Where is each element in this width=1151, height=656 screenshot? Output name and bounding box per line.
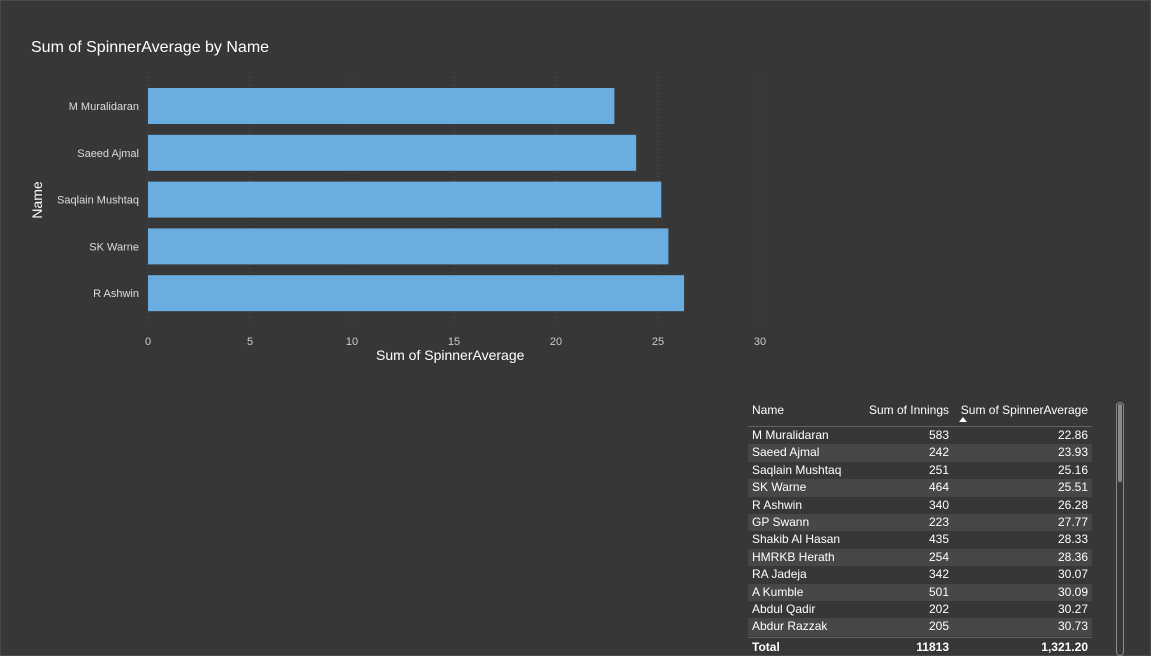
y-tick-label: R Ashwin bbox=[93, 288, 139, 300]
table-row[interactable]: GP Swann 223 27.77 bbox=[748, 513, 1092, 532]
cell-innings: 342 bbox=[928, 567, 949, 582]
data-table: Name Sum of Innings Sum of SpinnerAverag… bbox=[748, 400, 1092, 656]
table-row[interactable]: A Kumble 501 30.09 bbox=[748, 583, 1092, 601]
cell-name: Saqlain Mushtaq bbox=[752, 462, 842, 477]
y-tick-label: SK Warne bbox=[89, 241, 139, 253]
cell-avg: 25.16 bbox=[1057, 462, 1088, 477]
x-tick-label: 30 bbox=[754, 336, 766, 348]
table-header: Name Sum of Innings Sum of SpinnerAverag… bbox=[748, 400, 1092, 427]
cell-avg: 28.36 bbox=[1057, 549, 1088, 564]
x-tick-label: 0 bbox=[145, 336, 151, 348]
cell-name: GP Swann bbox=[752, 514, 810, 529]
cell-innings: 254 bbox=[928, 549, 949, 564]
y-tick-label: Saqlain Mushtaq bbox=[57, 195, 139, 207]
table-row[interactable]: RA Jadeja 342 30.07 bbox=[748, 566, 1092, 583]
table-row[interactable]: Abdul Qadir 202 30.27 bbox=[748, 601, 1092, 618]
x-tick-label: 15 bbox=[448, 336, 460, 348]
cell-avg: 30.07 bbox=[1057, 567, 1088, 582]
bar[interactable] bbox=[148, 181, 662, 218]
table-scrollbar[interactable] bbox=[1116, 402, 1124, 656]
column-header-innings[interactable]: Sum of Innings bbox=[868, 403, 949, 417]
cell-avg: 23.93 bbox=[1057, 445, 1088, 460]
cell-avg: 30.73 bbox=[1057, 619, 1088, 634]
column-header-name[interactable]: Name bbox=[752, 403, 785, 417]
table-row[interactable]: M Muralidaran 583 22.86 bbox=[748, 427, 1092, 444]
cell-innings: 501 bbox=[928, 584, 949, 599]
chart-title: Sum of SpinnerAverage by Name bbox=[31, 39, 270, 56]
x-tick-label: 20 bbox=[550, 336, 562, 348]
cell-name: M Muralidaran bbox=[752, 428, 829, 442]
cell-avg: 26.28 bbox=[1057, 497, 1088, 512]
x-tick-label: 10 bbox=[346, 336, 358, 348]
x-axis-title: Sum of SpinnerAverage bbox=[376, 347, 525, 363]
cell-avg: 30.27 bbox=[1057, 601, 1088, 616]
cell-name: SK Warne bbox=[752, 480, 807, 495]
cell-name: HMRKB Herath bbox=[752, 549, 835, 564]
cell-innings: 435 bbox=[928, 532, 949, 547]
table-row[interactable]: Saqlain Mushtaq 251 25.16 bbox=[748, 462, 1092, 479]
table-body: M Muralidaran 583 22.86 Saeed Ajmal 242 23.93… bbox=[748, 427, 1092, 636]
cell-innings: 251 bbox=[928, 462, 949, 477]
bar[interactable] bbox=[148, 88, 615, 124]
bar[interactable] bbox=[148, 275, 685, 312]
y-tick-label: M Muralidaran bbox=[69, 101, 139, 113]
table-row[interactable]: Abdur Razzak 205 30.73 bbox=[748, 618, 1092, 636]
table-total-row: Total 11813 1,321.20 bbox=[748, 636, 1092, 656]
cell-innings: 202 bbox=[928, 601, 949, 616]
cell-innings: 464 bbox=[928, 480, 949, 495]
column-header-spinner-average[interactable]: Sum of SpinnerAverage bbox=[960, 403, 1088, 417]
cell-innings: 205 bbox=[928, 619, 949, 634]
cell-avg: 27.77 bbox=[1057, 514, 1088, 529]
bar[interactable] bbox=[148, 134, 637, 171]
cell-name: A Kumble bbox=[752, 584, 804, 599]
sort-ascending-icon[interactable] bbox=[959, 417, 967, 422]
x-tick-label: 5 bbox=[247, 336, 253, 348]
total-label: Total bbox=[752, 639, 780, 654]
bar-chart: 0 5 10 15 20 25 30 M Muralidaran Saeed Ajmal Saql… bbox=[57, 72, 766, 348]
cell-avg: 28.33 bbox=[1057, 532, 1088, 547]
table-row[interactable]: Saeed Ajmal 242 23.93 bbox=[748, 444, 1092, 462]
cell-name: Abdur Razzak bbox=[752, 619, 828, 634]
total-innings: 11813 bbox=[916, 639, 949, 654]
x-tick-label: 25 bbox=[652, 336, 664, 348]
bar[interactable] bbox=[148, 228, 669, 265]
cell-innings: 242 bbox=[928, 445, 949, 460]
cell-name: RA Jadeja bbox=[752, 567, 807, 582]
cell-innings: 223 bbox=[928, 514, 949, 529]
table-row[interactable]: Shakib Al Hasan 435 28.33 bbox=[748, 531, 1092, 548]
cell-avg: 30.09 bbox=[1057, 584, 1088, 599]
cell-avg: 25.51 bbox=[1057, 480, 1088, 495]
cell-name: R Ashwin bbox=[752, 497, 803, 512]
cell-name: Shakib Al Hasan bbox=[752, 532, 841, 547]
cell-avg: 22.86 bbox=[1057, 428, 1088, 442]
cell-name: Saeed Ajmal bbox=[752, 445, 820, 460]
total-spinner-average: 1,321.20 bbox=[1041, 639, 1088, 654]
table-row[interactable]: HMRKB Herath 254 28.36 bbox=[748, 548, 1092, 567]
cell-name: Abdul Qadir bbox=[752, 601, 816, 616]
table-row[interactable]: SK Warne 464 25.51 bbox=[748, 479, 1092, 497]
table-row[interactable]: R Ashwin 340 26.28 bbox=[748, 497, 1092, 514]
cell-innings: 583 bbox=[928, 428, 949, 442]
cell-innings: 340 bbox=[928, 497, 949, 512]
scrollbar-thumb[interactable] bbox=[1118, 404, 1122, 482]
y-tick-label: Saeed Ajmal bbox=[77, 148, 139, 160]
